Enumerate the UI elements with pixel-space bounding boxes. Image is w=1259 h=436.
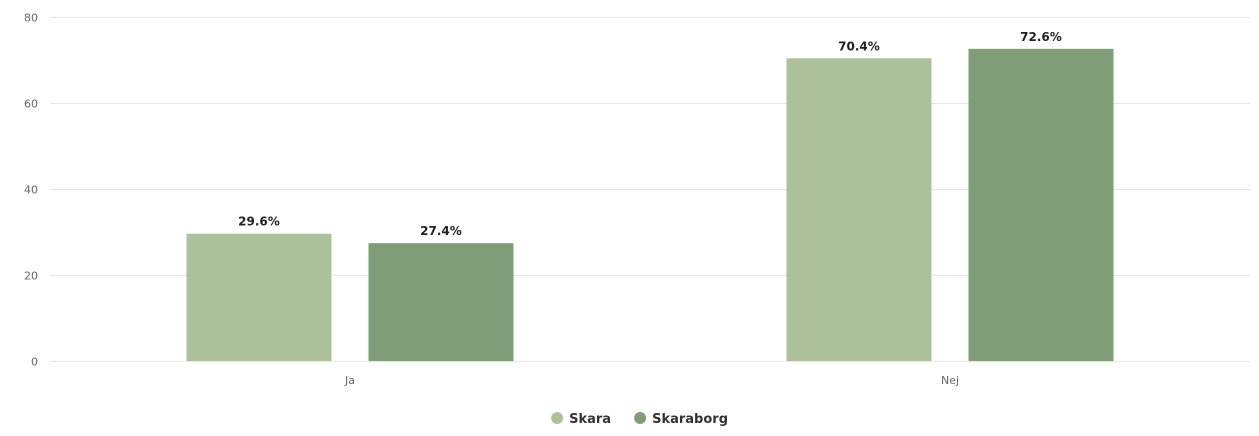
data-label-skaraborg-nej: 72.6%	[1020, 30, 1062, 44]
legend-swatch-icon	[551, 412, 564, 424]
bars	[186, 48, 1114, 361]
x-axis-categories: Ja Nej	[344, 374, 959, 387]
y-tick-label: 60	[24, 98, 38, 111]
x-category-label-nej: Nej	[941, 374, 959, 387]
legend-item-skara[interactable]: Skara	[551, 412, 611, 427]
bar-skara-nej	[786, 58, 932, 361]
bar-skara-ja	[186, 233, 332, 361]
legend-item-skaraborg[interactable]: Skaraborg	[634, 412, 728, 427]
y-tick-label: 20	[24, 270, 38, 283]
legend-label: Skara	[569, 412, 611, 427]
y-tick-label: 40	[24, 184, 38, 197]
y-tick-label: 80	[24, 12, 38, 25]
bar-skaraborg-ja	[368, 243, 514, 361]
x-category-label-ja: Ja	[344, 374, 355, 387]
y-axis-ticks: 0 20 40 60 80	[24, 12, 38, 369]
legend-swatch-icon	[634, 412, 647, 424]
legend-label: Skaraborg	[652, 412, 728, 427]
legend: Skara Skaraborg	[551, 412, 728, 427]
data-labels: 29.6% 27.4% 70.4% 72.6%	[238, 30, 1062, 238]
bar-skaraborg-nej	[968, 48, 1114, 361]
data-label-skara-nej: 70.4%	[838, 39, 880, 53]
data-label-skaraborg-ja: 27.4%	[420, 224, 462, 238]
data-label-skara-ja: 29.6%	[238, 215, 280, 229]
y-tick-label: 0	[31, 356, 38, 369]
